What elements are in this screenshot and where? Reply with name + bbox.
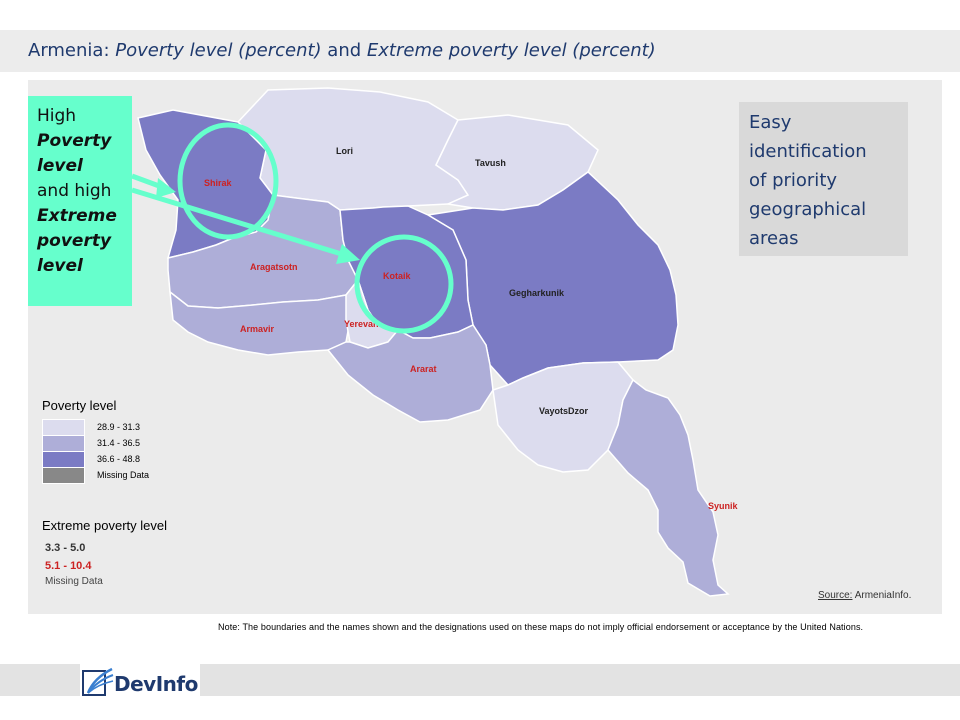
arrow-to-kotaik (131, 187, 360, 264)
legend-poverty-title: Poverty level (42, 398, 117, 413)
disclaimer-note: Note: The boundaries and the names shown… (218, 622, 864, 632)
title-country: Armenia: (28, 40, 116, 61)
devinfo-logo-text: DevInfo (114, 672, 198, 696)
legend-extreme-low: 3.3 - 5.0 (45, 542, 86, 554)
legend-extreme-title: Extreme poverty level (42, 518, 167, 533)
region-ararat[interactable] (326, 324, 494, 423)
region-label-vayotsdzor: VayotsDzor (539, 406, 589, 416)
region-label-armavir: Armavir (240, 324, 275, 334)
region-lori[interactable] (236, 87, 470, 211)
region-label-ararat: Ararat (410, 364, 437, 374)
region-label-gegharkunik: Gegharkunik (509, 288, 565, 298)
callout-right-line: areas (749, 228, 799, 249)
region-label-aragatsotn: Aragatsotn (250, 262, 298, 272)
legend-label: 28.9 - 31.3 (97, 422, 141, 432)
region-label-syunik: Syunik (708, 501, 739, 511)
region-label-kotaik: Kotaik (383, 271, 412, 281)
devinfo-logo: DevInfo (80, 664, 200, 700)
callout-left-line: High (37, 106, 77, 126)
page-title: Armenia: Poverty level (percent) and Ext… (28, 40, 656, 61)
armenia-map: Lori Tavush Shirak Aragatsotn Kotaik Geg… (131, 87, 739, 597)
callout-right-line: identification (749, 141, 867, 162)
source-label[interactable]: Source: (818, 590, 853, 601)
legend-swatch (42, 466, 85, 484)
title-poverty: Poverty level (percent) (115, 40, 322, 61)
legend-row: 31.4 - 36.5 (42, 434, 222, 452)
legend-extreme-high: 5.1 - 10.4 (45, 560, 92, 572)
legend-row: 28.9 - 31.3 (42, 418, 222, 436)
legend-swatch (42, 418, 85, 436)
region-label-tavush: Tavush (475, 158, 506, 168)
callout-right-line: of priority (749, 170, 838, 191)
title-extreme-poverty: Extreme poverty level (percent) (366, 40, 656, 61)
title-and: and (321, 40, 367, 61)
callout-high-poverty: High Poverty level and high Extreme pove… (28, 96, 132, 306)
source-credit: Source: ArmeniaInfo. (818, 590, 911, 601)
source-text: ArmeniaInfo. (852, 590, 912, 601)
legend-swatch (42, 450, 85, 468)
region-syunik[interactable] (607, 378, 730, 597)
callout-left-line: Poverty (37, 131, 112, 151)
legend-poverty: Poverty level 28.9 - 31.3 31.4 - 36.5 36… (42, 398, 222, 484)
region-label-yerevan: Yerevan (344, 319, 379, 329)
legend-row: 36.6 - 48.8 (42, 450, 222, 468)
callout-right-line: geographical (749, 199, 867, 220)
legend-extreme-poverty: Extreme poverty level 3.3 - 5.0 5.1 - 10… (42, 518, 232, 589)
region-label-lori: Lori (336, 146, 353, 156)
title-bar: Armenia: Poverty level (percent) and Ext… (0, 30, 960, 72)
callout-easy-identification: Easy identification of priority geograph… (739, 102, 908, 256)
callout-left-line: Extreme (37, 206, 117, 226)
legend-swatch (42, 434, 85, 452)
devinfo-logo-icon (82, 667, 114, 696)
legend-extreme-missing: Missing Data (45, 576, 103, 587)
legend-row: Missing Data (42, 466, 222, 484)
legend-label: 36.6 - 48.8 (97, 454, 141, 464)
callout-left-line: and high (37, 181, 112, 201)
callout-left-line: poverty (37, 231, 112, 251)
arrow-to-shirak (131, 173, 176, 198)
callout-left-line: level (37, 256, 83, 276)
highlight-circle-shirak (177, 122, 279, 240)
region-label-shirak: Shirak (204, 178, 233, 188)
legend-label: Missing Data (97, 470, 150, 480)
callout-left-line: level (37, 156, 83, 176)
highlight-circle-kotaik (354, 234, 454, 334)
callout-right-line: Easy (749, 112, 792, 133)
legend-label: 31.4 - 36.5 (97, 438, 141, 448)
